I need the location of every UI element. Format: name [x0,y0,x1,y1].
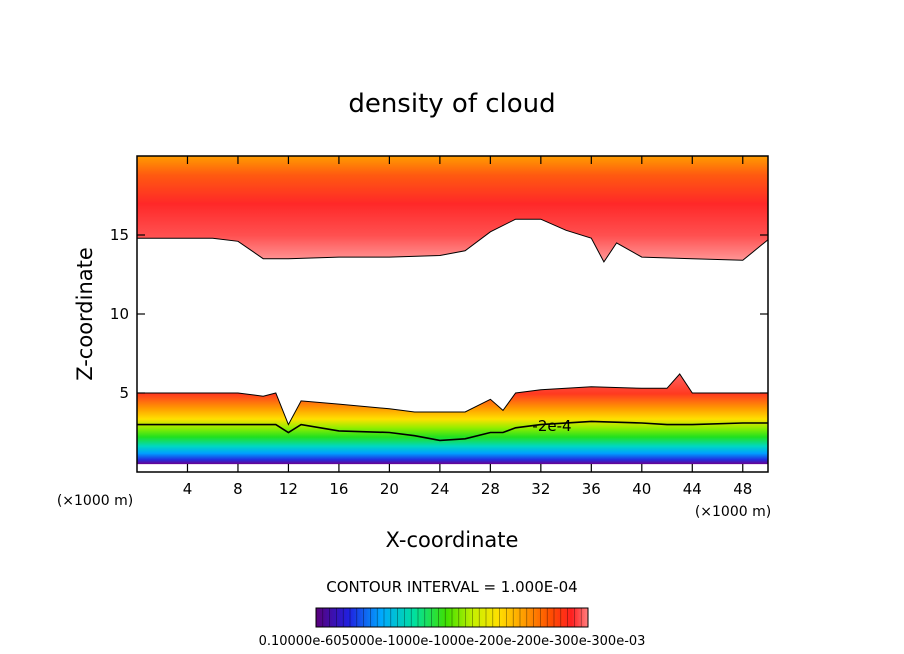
x-tick-label: 48 [733,480,752,498]
x-tick-label: 40 [632,480,651,498]
colorbar-contour-levels [322,608,582,627]
lower-layer-contour [137,373,768,426]
x-unit-right: (×1000 m) [695,504,771,520]
chart-title: density of cloud [348,89,555,119]
y-tick-label: 5 [119,384,129,402]
x-axis-ticks: 4 8 12 16 20 24 28 32 36 40 44 48 [183,156,752,498]
x-unit-left: (×1000 m) [57,493,133,509]
x-tick-label: 24 [430,480,449,498]
x-tick-label: 12 [279,480,298,498]
upper-cloud-layer [137,156,768,262]
y-tick-label: 15 [110,226,129,244]
lower-cloud-layer [137,374,768,465]
contour-label: -2e-4 [532,417,571,435]
contour-line-2e-4 [137,420,768,442]
x-tick-label: 20 [380,480,399,498]
colorbar-tick-labels: 0.10000e-605000e-1000e-1000e-200e-200e-3… [259,634,646,649]
x-tick-label: 16 [329,480,348,498]
y-axis-label: Z-coordinate [73,247,97,381]
x-tick-label: 36 [582,480,601,498]
x-tick-label: 28 [481,480,500,498]
x-tick-label: 4 [183,480,193,498]
contour-interval: CONTOUR INTERVAL = 1.000E-04 [326,578,577,596]
plot-area [137,156,768,472]
x-tick-label: 32 [531,480,550,498]
y-axis-ticks: 5 10 15 [110,226,768,402]
upper-layer-contour [137,218,768,263]
y-tick-label: 10 [110,305,129,323]
x-axis-label: X-coordinate [386,528,519,552]
x-tick-label: 44 [683,480,702,498]
x-tick-label: 8 [233,480,243,498]
